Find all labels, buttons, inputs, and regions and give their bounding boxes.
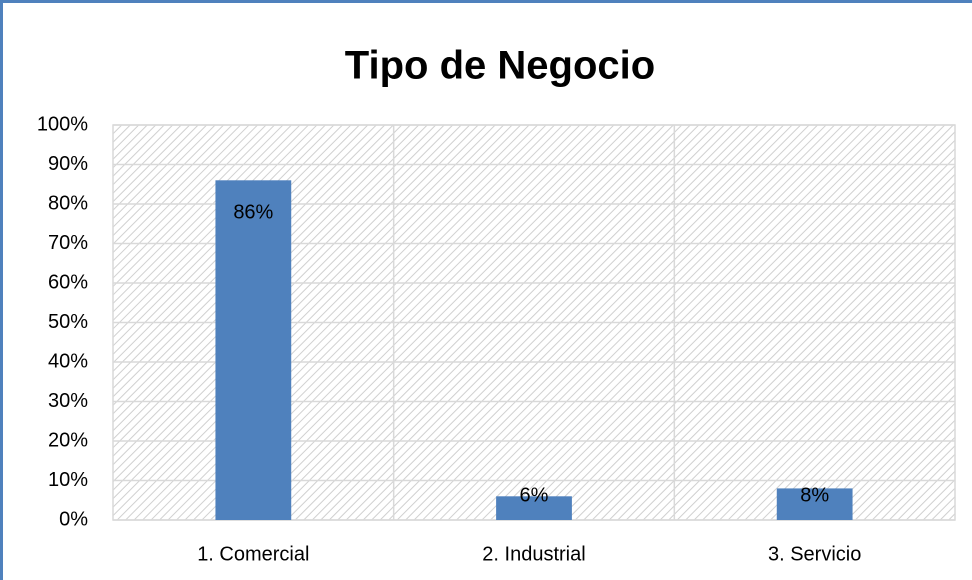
y-tick-label: 70% bbox=[48, 232, 88, 254]
chart-title: Tipo de Negocio bbox=[345, 44, 655, 88]
bar bbox=[776, 488, 853, 520]
y-tick-label: 50% bbox=[48, 311, 88, 333]
data-label: 8% bbox=[800, 484, 829, 506]
bar bbox=[496, 496, 572, 520]
y-tick-label: 40% bbox=[48, 350, 88, 372]
x-tick-label: 1. Comercial bbox=[197, 543, 309, 565]
x-tick-label: 2. Industrial bbox=[482, 543, 585, 565]
bar bbox=[215, 180, 292, 521]
y-tick-label: 20% bbox=[48, 429, 88, 451]
y-tick-label: 90% bbox=[48, 153, 88, 175]
x-tick-label: 3. Servicio bbox=[768, 543, 861, 565]
y-tick-label: 100% bbox=[37, 113, 88, 135]
y-tick-label: 10% bbox=[48, 469, 88, 491]
y-tick-label: 60% bbox=[48, 271, 88, 293]
data-label: 6% bbox=[520, 484, 549, 506]
y-tick-label: 80% bbox=[48, 192, 88, 214]
y-tick-label: 0% bbox=[59, 508, 88, 530]
y-tick-label: 30% bbox=[48, 390, 88, 412]
data-label: 86% bbox=[233, 202, 273, 224]
